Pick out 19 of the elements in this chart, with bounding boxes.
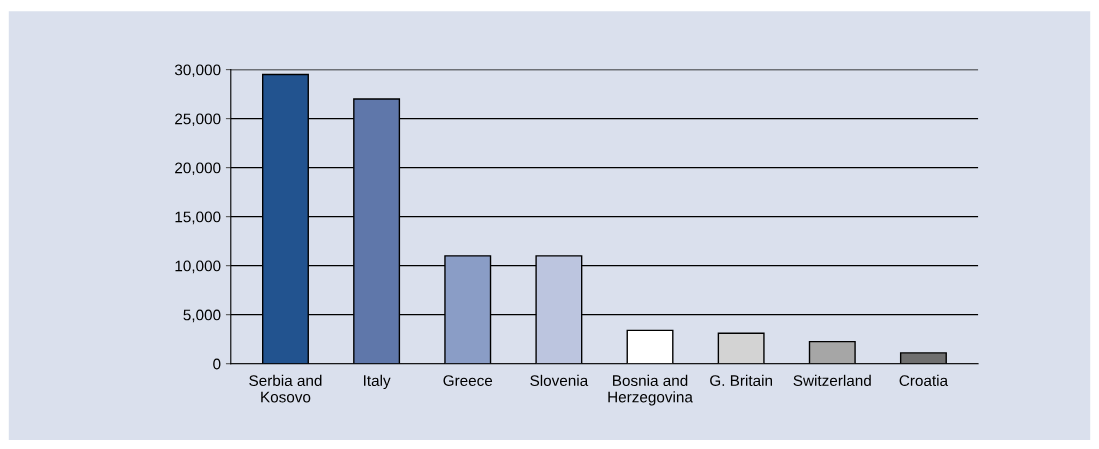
x-tick-label: Bosnia and Herzegovina <box>608 374 693 406</box>
y-tick-label: 20,000 <box>175 162 221 176</box>
y-tick-label: 10,000 <box>175 260 221 274</box>
x-tick-label: Greece <box>443 375 493 387</box>
y-tick-label: 0 <box>213 358 221 370</box>
bar <box>899 352 947 364</box>
x-tick-label: Slovenia <box>530 374 589 387</box>
bar <box>717 332 765 364</box>
y-tick-label: 30,000 <box>174 64 221 78</box>
bar <box>626 329 674 364</box>
x-tick-label: Italy <box>364 374 391 390</box>
y-tick-label: 15,000 <box>175 211 221 225</box>
x-tick-label: Croatia <box>899 374 949 387</box>
x-tick-label: G. Britain <box>710 374 772 387</box>
x-tick-label: Serbia and Kosovo <box>249 374 322 403</box>
y-tick-label: 25,000 <box>175 113 221 127</box>
bar <box>808 340 856 364</box>
y-tick-label: 5,000 <box>183 309 221 323</box>
x-tick-label: Switzerland <box>793 374 871 387</box>
